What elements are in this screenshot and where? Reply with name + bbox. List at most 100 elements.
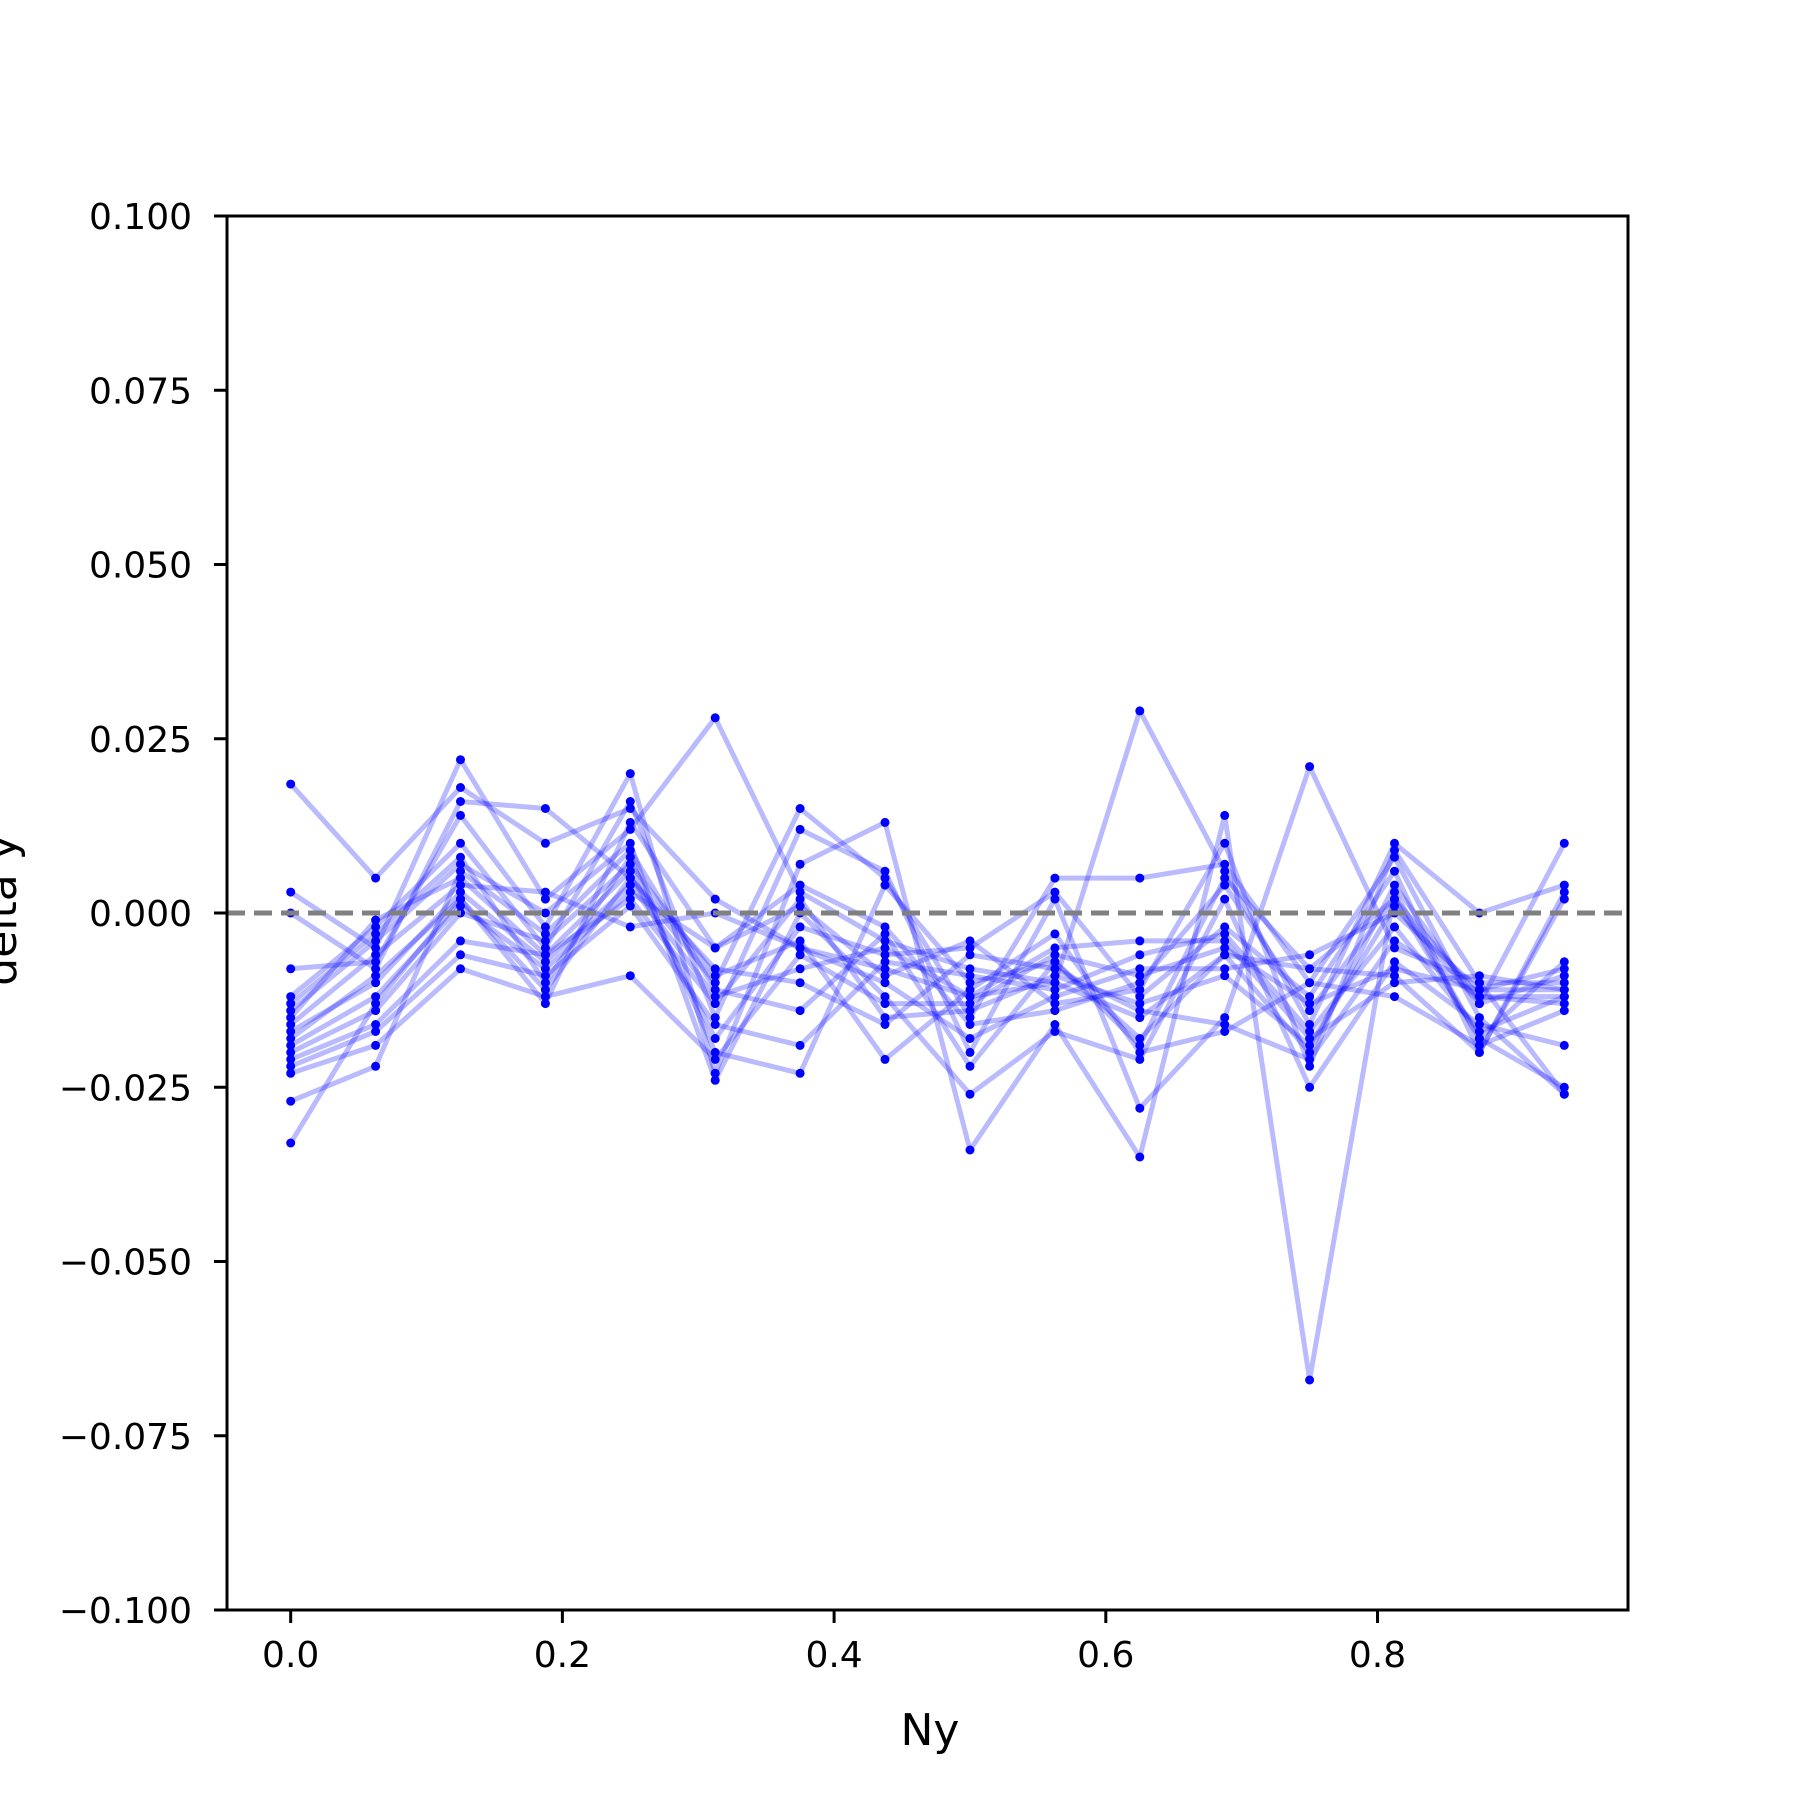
data-point-2-10 bbox=[1050, 978, 1060, 988]
data-point-16-7 bbox=[795, 950, 805, 960]
data-point-7-16 bbox=[1559, 1040, 1569, 1050]
x-tick-label-5: 0.8 bbox=[1349, 1635, 1406, 1676]
data-point-16-5 bbox=[625, 971, 635, 981]
y-tick-label-1: 0.100 bbox=[89, 197, 192, 238]
series-line-11 bbox=[289, 875, 1565, 1062]
data-point-14-10 bbox=[1050, 971, 1060, 981]
data-point-6-13 bbox=[1305, 1047, 1315, 1057]
data-point-6-4 bbox=[540, 978, 550, 988]
data-point-16-3 bbox=[456, 964, 465, 974]
data-point-9-9 bbox=[965, 1034, 975, 1043]
data-point-14-3 bbox=[456, 936, 465, 946]
data-point-5-11 bbox=[1135, 1103, 1145, 1113]
data-point-12-4 bbox=[540, 964, 550, 974]
data-point-12-12 bbox=[1220, 880, 1230, 890]
data-point-12-11 bbox=[1135, 978, 1145, 988]
data-point-10-12 bbox=[1220, 936, 1230, 946]
series-line-2 bbox=[289, 708, 1566, 1027]
data-point-8-3 bbox=[456, 873, 465, 883]
data-point-11-7 bbox=[795, 978, 805, 988]
data-point-9-13 bbox=[1305, 950, 1315, 960]
data-point-6-7 bbox=[795, 1068, 805, 1078]
data-point-13-10 bbox=[1050, 929, 1060, 939]
data-point-17-8 bbox=[880, 929, 890, 939]
data-point-3-6 bbox=[710, 978, 720, 988]
data-point-12-13 bbox=[1305, 1006, 1315, 1016]
data-point-11-1 bbox=[286, 1034, 296, 1043]
data-point-18-16 bbox=[1559, 1089, 1569, 1099]
data-point-4-10 bbox=[1050, 1020, 1060, 1029]
data-point-15-16 bbox=[1559, 992, 1569, 1002]
data-point-14-16 bbox=[1559, 971, 1569, 981]
data-point-13-4 bbox=[540, 936, 550, 946]
data-point-9-12 bbox=[1220, 964, 1230, 974]
data-point-13-1 bbox=[286, 1047, 296, 1057]
data-point-3-11 bbox=[1135, 873, 1145, 883]
data-point-16-9 bbox=[965, 999, 975, 1009]
data-point-16-1 bbox=[286, 1068, 296, 1078]
data-point-14-9 bbox=[965, 1006, 975, 1016]
data-point-18-12 bbox=[1220, 838, 1230, 848]
data-point-10-7 bbox=[795, 964, 805, 974]
data-point-1-3 bbox=[456, 783, 465, 792]
data-point-14-7 bbox=[795, 894, 805, 904]
data-point-4-9 bbox=[965, 1145, 975, 1155]
data-point-5-16 bbox=[1559, 978, 1569, 988]
data-point-15-15 bbox=[1474, 1027, 1484, 1036]
data-point-13-15 bbox=[1474, 1040, 1484, 1050]
data-point-15-4 bbox=[540, 971, 550, 981]
data-point-9-11 bbox=[1135, 964, 1145, 974]
data-point-17-13 bbox=[1305, 964, 1315, 974]
data-point-17-6 bbox=[710, 985, 720, 995]
series-line-14 bbox=[289, 896, 1566, 1062]
data-point-18-7 bbox=[795, 901, 805, 911]
series-line-15 bbox=[289, 903, 1566, 1069]
data-point-2-11 bbox=[1135, 706, 1145, 716]
series-line-9 bbox=[289, 882, 1565, 1041]
data-point-10-11 bbox=[1135, 936, 1145, 946]
data-point-3-10 bbox=[1050, 873, 1060, 883]
data-point-2-4 bbox=[540, 894, 550, 904]
data-point-10-1 bbox=[286, 1027, 296, 1036]
data-point-8-9 bbox=[965, 943, 975, 953]
series-line-12 bbox=[289, 882, 1566, 1048]
data-point-17-11 bbox=[1135, 1040, 1145, 1050]
data-point-1-11 bbox=[1135, 1013, 1145, 1023]
data-point-13-16 bbox=[1559, 1006, 1569, 1016]
data-point-10-6 bbox=[710, 992, 720, 1002]
data-point-13-11 bbox=[1135, 1047, 1145, 1057]
data-point-3-8 bbox=[880, 873, 890, 883]
data-point-3-12 bbox=[1220, 859, 1230, 869]
series-layer bbox=[286, 706, 1569, 1385]
data-point-17-2 bbox=[371, 1061, 381, 1071]
data-point-16-6 bbox=[710, 1054, 720, 1064]
data-point-14-15 bbox=[1474, 999, 1484, 1009]
data-point-2-6 bbox=[710, 713, 720, 723]
data-point-7-12 bbox=[1220, 894, 1230, 904]
data-point-18-3 bbox=[456, 894, 465, 904]
data-point-4-16 bbox=[1559, 1082, 1569, 1092]
y-axis-label: delta y bbox=[0, 834, 27, 985]
data-point-13-8 bbox=[880, 1054, 890, 1064]
data-point-7-15 bbox=[1474, 1020, 1484, 1029]
data-point-3-14 bbox=[1390, 852, 1399, 862]
data-point-10-8 bbox=[880, 943, 890, 953]
data-point-1-6 bbox=[710, 894, 720, 904]
data-point-8-7 bbox=[795, 922, 805, 932]
data-point-15-8 bbox=[880, 957, 890, 967]
data-point-6-8 bbox=[880, 880, 890, 890]
data-point-9-4 bbox=[540, 887, 550, 897]
data-point-2-7 bbox=[795, 887, 805, 897]
data-point-9-7 bbox=[795, 943, 805, 953]
data-point-7-13 bbox=[1305, 1082, 1315, 1092]
data-point-16-11 bbox=[1135, 971, 1145, 981]
x-tick-label-2: 0.2 bbox=[534, 1635, 591, 1676]
data-point-14-12 bbox=[1220, 971, 1230, 981]
data-point-2-1 bbox=[286, 887, 296, 897]
data-point-12-3 bbox=[456, 901, 465, 911]
data-point-13-9 bbox=[965, 985, 975, 995]
data-point-12-5 bbox=[625, 887, 635, 897]
data-point-2-3 bbox=[456, 755, 465, 765]
